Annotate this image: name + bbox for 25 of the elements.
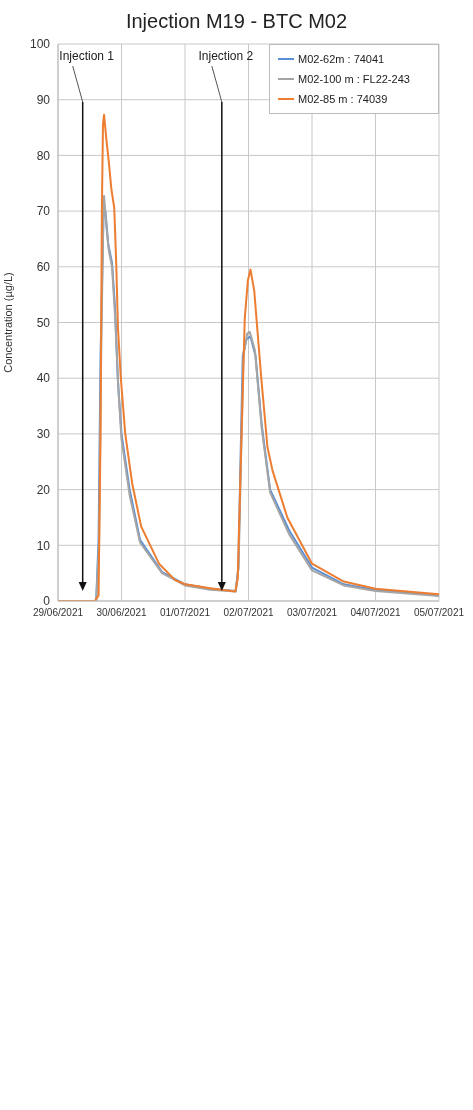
y-tick-label: 100 xyxy=(29,37,51,52)
legend-label: M02-100 m : FL22-243 xyxy=(298,72,410,87)
y-tick-label: 80 xyxy=(36,148,51,163)
y-tick-label: 20 xyxy=(36,482,51,497)
ref-line-label: Injection 1 xyxy=(59,49,115,63)
x-tick-label: 02/07/2021 xyxy=(223,607,274,619)
chart-title: Injection M19 - BTC M02 xyxy=(124,10,349,33)
y-tick-label: 0 xyxy=(43,594,51,609)
y-tick-label: 10 xyxy=(36,538,51,553)
x-tick-label: 30/06/2021 xyxy=(96,607,147,619)
y-tick-label: 90 xyxy=(36,92,51,107)
ref-line-label: Injection 2 xyxy=(198,49,254,63)
x-tick-label: 03/07/2021 xyxy=(286,607,338,619)
y-tick-label: 70 xyxy=(36,204,51,219)
x-tick-label: 04/07/2021 xyxy=(350,607,401,619)
legend-label: M02-62m : 74041 xyxy=(298,52,385,67)
y-tick-label: 30 xyxy=(36,427,51,442)
y-axis-title: Concentration (µg/L) xyxy=(1,272,14,373)
x-tick-label: 29/06/2021 xyxy=(32,607,84,619)
y-tick-label: 40 xyxy=(36,371,51,386)
y-tick-label: 50 xyxy=(36,315,51,330)
x-tick-label: 05/07/2021 xyxy=(413,607,465,619)
x-tick-label: 01/07/2021 xyxy=(159,607,211,619)
y-tick-label: 60 xyxy=(36,260,51,275)
legend-label: M02-85 m : 74039 xyxy=(298,92,388,107)
